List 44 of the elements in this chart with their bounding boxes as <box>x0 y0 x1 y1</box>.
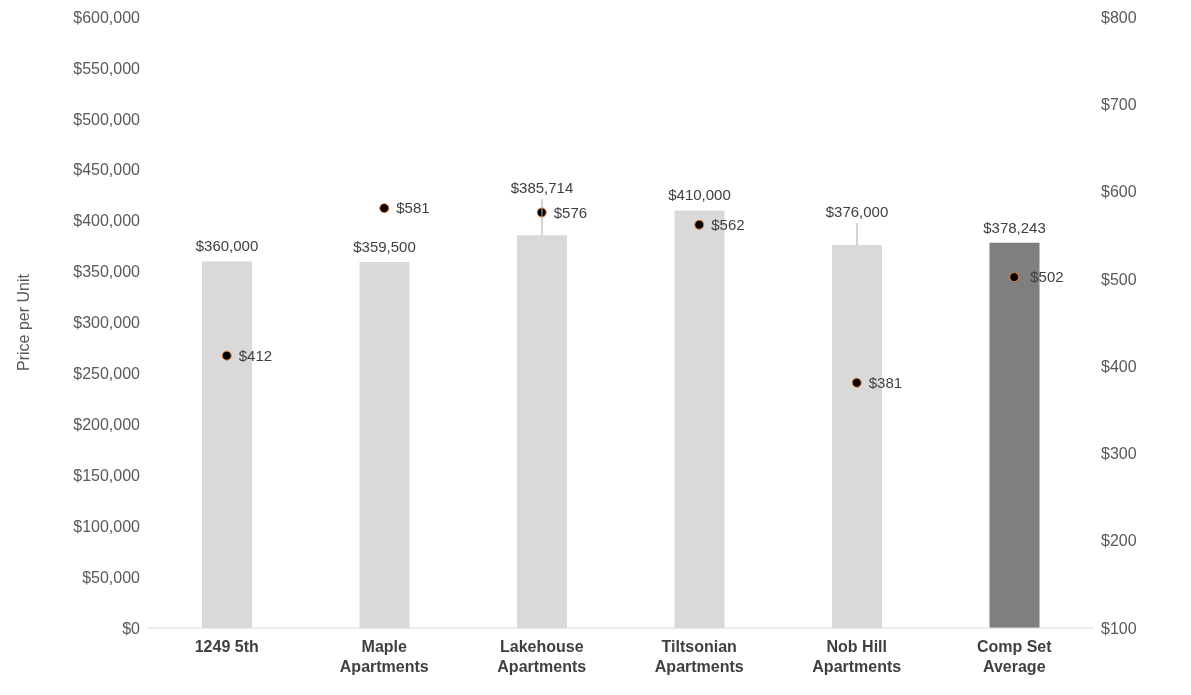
x-tick-label: 1249 5th <box>194 638 259 655</box>
y2-tick-label: $700 <box>1101 95 1137 113</box>
y2-tick-label: $200 <box>1101 532 1137 550</box>
x-tick-label: Tiltsonian Apartments <box>654 638 744 675</box>
data-label: $376,000 <box>825 203 889 221</box>
y2-tick-label: $100 <box>1101 619 1137 637</box>
y-axis-title: Price per Unit <box>14 273 32 371</box>
y-tick-label: $200,000 <box>73 416 141 434</box>
point <box>379 203 390 214</box>
y-tick-label: $100,000 <box>73 517 141 535</box>
data-label: $576 <box>553 203 588 221</box>
data-label: $359,500 <box>353 237 416 255</box>
y-tick-label: $300,000 <box>73 314 141 332</box>
point <box>221 350 232 361</box>
point <box>851 377 862 388</box>
y-tick-label: $250,000 <box>73 365 141 383</box>
data-label: $378,243 <box>983 218 1046 236</box>
y-tick-label: $450,000 <box>73 161 141 179</box>
data-label: $410,000 <box>668 186 731 204</box>
y-tick-label: $150,000 <box>73 466 141 484</box>
data-label: $412 <box>238 346 273 364</box>
y-tick-label: $400,000 <box>73 212 141 230</box>
y2-tick-label: $800 <box>1101 8 1137 26</box>
data-label: $581 <box>396 199 430 217</box>
y-tick-label: $0 <box>122 619 141 637</box>
data-label: $381 <box>868 373 903 391</box>
data-label: $360,000 <box>195 237 259 255</box>
data-label: $385,714 <box>510 179 574 197</box>
y2-tick-label: $300 <box>1101 445 1137 463</box>
point <box>694 219 705 230</box>
y-tick-label: $500,000 <box>73 110 141 128</box>
data-label: $562 <box>711 215 745 233</box>
y-tick-label: $50,000 <box>82 568 141 586</box>
x-tick-label: Nob Hill Apartments <box>812 638 902 675</box>
y-tick-label: $550,000 <box>73 59 141 77</box>
x-tick-label: Lakehouse Apartments <box>497 638 587 675</box>
y2-tick-label: $400 <box>1101 357 1137 375</box>
y2-tick-label: $500 <box>1101 270 1137 288</box>
point <box>1009 272 1020 283</box>
y-tick-label: $600,000 <box>73 8 141 26</box>
y-tick-label: $350,000 <box>73 263 141 281</box>
y2-tick-label: $600 <box>1101 183 1137 201</box>
x-tick-label: Maple Apartments <box>339 638 429 675</box>
x-tick-label: Comp Set Average <box>976 638 1053 675</box>
